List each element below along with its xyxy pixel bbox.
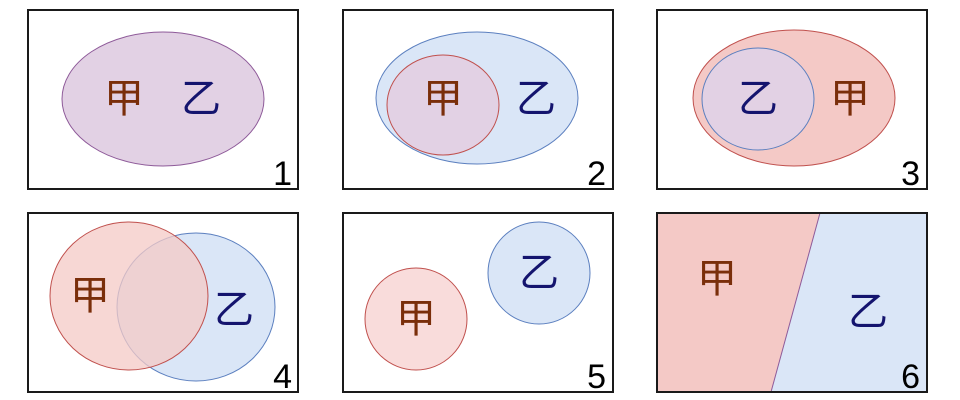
panel-2-number: 2 <box>587 155 606 193</box>
panel-3-label-b: 乙 <box>738 76 778 122</box>
panel-5-number: 5 <box>587 358 606 396</box>
panel-1-label-a: 甲 <box>104 76 144 122</box>
panel-2-label-b: 乙 <box>516 76 556 122</box>
panel-1-frame <box>27 9 299 190</box>
panel-6-label-b: 乙 <box>848 289 888 335</box>
panel-3-frame <box>656 9 928 190</box>
panel-1: 甲 乙 1 <box>27 9 299 193</box>
panel-2-frame <box>342 9 614 190</box>
panel-1-number: 1 <box>273 155 292 193</box>
panel-2: 甲 乙 2 <box>342 9 614 193</box>
panel-5: 甲 乙 5 <box>342 212 614 396</box>
panel-3-label-a: 甲 <box>830 76 870 122</box>
panel-1-ellipse <box>61 31 265 167</box>
panel-6-frame <box>656 212 928 393</box>
panel-6-boundary <box>770 212 821 393</box>
panel-4-ellipse-a <box>49 221 209 371</box>
panel-4-number: 4 <box>273 358 292 396</box>
panel-4: 甲 乙 4 <box>27 212 299 396</box>
panel-2-label-a: 甲 <box>423 76 463 122</box>
panel-6: 甲 乙 6 <box>656 212 928 396</box>
panel-6-label-a: 甲 <box>697 256 737 302</box>
panel-2-inner-ellipse-a <box>386 54 500 156</box>
panel-1-label-b: 乙 <box>181 76 221 122</box>
panel-5-label-a: 甲 <box>396 296 436 342</box>
panel-4-label-a: 甲 <box>70 273 110 319</box>
panel-4-frame <box>27 212 299 393</box>
panel-3-number: 3 <box>901 155 920 193</box>
panel-3: 乙 甲 3 <box>656 9 928 193</box>
panel-5-circle-a <box>364 267 468 371</box>
panel-6-region-a <box>657 213 820 392</box>
panel-5-label-b: 乙 <box>519 250 559 296</box>
panel-3-inner-ellipse-b <box>701 47 815 151</box>
panel-5-frame <box>342 212 614 393</box>
panel-4-label-b: 乙 <box>214 287 254 333</box>
panel-5-circle-b <box>487 221 591 325</box>
panel-6-region-b <box>771 213 927 392</box>
panel-6-number: 6 <box>901 358 920 396</box>
